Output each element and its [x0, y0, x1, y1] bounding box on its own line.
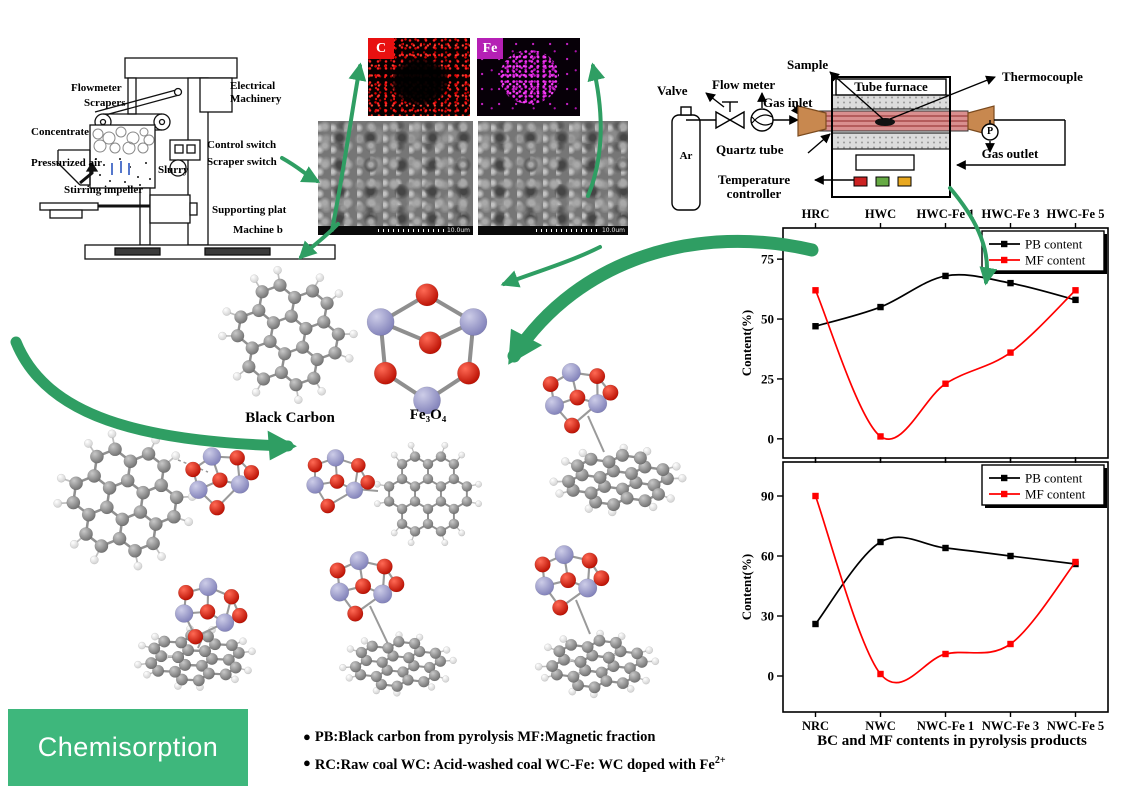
furnace-label-gas-outlet: Gas outlet — [981, 146, 1039, 161]
machine-label-control-switch: Control switch — [207, 139, 277, 151]
svg-text:MF content: MF content — [1025, 487, 1086, 502]
furnace-label-gas-inlet: Gas inlet — [763, 95, 813, 110]
svg-text:Content(%): Content(%) — [739, 554, 754, 620]
svg-text:30: 30 — [761, 609, 774, 624]
machine-label-concentrate: Concentrate — [31, 126, 90, 138]
machine-label-pressurized-air: Pressurized air — [31, 157, 102, 169]
furnace-label-tube-furnace: Tube furnace — [854, 79, 928, 94]
svg-text:0: 0 — [768, 669, 775, 684]
svg-text:NWC-Fe 3: NWC-Fe 3 — [982, 719, 1039, 733]
svg-text:60: 60 — [761, 549, 774, 564]
note-line-1: ● PB:Black carbon from pyrolysis MF:Magn… — [303, 729, 726, 746]
svg-text:HWC-Fe 3: HWC-Fe 3 — [982, 207, 1040, 221]
machine-label-flowmeter: Flowmeter — [71, 82, 122, 94]
svg-text:PB content: PB content — [1025, 237, 1083, 252]
furnace-label-quartz-tube: Quartz tube — [716, 142, 784, 157]
svg-text:PB content: PB content — [1025, 471, 1083, 486]
machine-label-slurry: Slurry — [158, 164, 189, 176]
svg-text:0: 0 — [768, 431, 775, 446]
eds-c-chip: C — [368, 38, 394, 59]
note-line-2: ● RC:Raw coal WC: Acid-washed coal WC-Fe… — [303, 755, 726, 774]
eds-map-iron: Fe — [477, 38, 580, 116]
furnace-label-sample: Sample — [787, 57, 829, 72]
machine-label-stirring-impeller: Stirring impeller — [64, 184, 144, 196]
abbreviation-notes: ● PB:Black carbon from pyrolysis MF:Magn… — [303, 729, 726, 783]
iron-particle-blob — [499, 50, 560, 104]
sem-scale-text: 10.0um — [446, 227, 470, 234]
note-text-1: PB:Black carbon from pyrolysis MF:Magnet… — [314, 729, 656, 745]
pyrolysis-chart-bottom: 0 30 60 90 NRC NWC NWC-Fe 1 NWC-Fe 3 NWC-Fe 5 Con… — [739, 457, 1109, 733]
machine-label-electrical-machinery: Electrical Machinery — [230, 80, 282, 106]
machine-label-machine-b: Machine b — [233, 224, 283, 236]
carbon-dark-core — [392, 58, 448, 106]
svg-text:HRC: HRC — [802, 207, 830, 221]
svg-text:MF content: MF content — [1025, 253, 1086, 268]
furnace-label-temperature-controller: Temperature controller — [717, 172, 791, 202]
furnace-label-thermocouple: Thermocouple — [1002, 69, 1083, 84]
sem-ruler — [535, 229, 599, 232]
sem-scale-text: 10.0um — [601, 227, 625, 234]
chemisorption-label: Chemisorption — [37, 732, 219, 762]
svg-text:NWC-Fe 5: NWC-Fe 5 — [1047, 719, 1104, 733]
sem-scalebar: 10.0um — [318, 226, 473, 235]
sem-image-right: 10.0um — [478, 121, 628, 235]
bullet-icon: ● — [303, 755, 311, 770]
sem-scalebar: 10.0um — [478, 226, 628, 235]
svg-text:NWC: NWC — [865, 719, 896, 733]
svg-text:90: 90 — [761, 489, 774, 504]
sem-ruler — [378, 229, 444, 232]
tube-furnace-diagram — [671, 71, 1066, 211]
chart-caption: BC and MF contents in pyrolysis products — [817, 733, 1087, 749]
chemisorption-badge: Chemisorption — [8, 709, 248, 786]
furnace-label-flow-meter: Flow meter — [712, 77, 776, 92]
svg-text:NRC: NRC — [802, 719, 829, 733]
fe3o4-label: Fe₃O₄ — [409, 407, 447, 423]
svg-text:HWC-Fe 5: HWC-Fe 5 — [1047, 207, 1105, 221]
eds-fe-chip: Fe — [477, 38, 503, 59]
furnace-label-valve: Valve — [657, 83, 688, 98]
sem-texture — [478, 121, 628, 226]
bullet-icon: ● — [303, 729, 311, 744]
furnace-label-pressure-gauge: P — [986, 126, 994, 137]
furnace-label-ar: Ar — [679, 150, 693, 162]
machine-label-scraper-switch: Scraper switch — [207, 156, 277, 168]
svg-text:NWC-Fe 1: NWC-Fe 1 — [917, 719, 974, 733]
svg-text:HWC: HWC — [865, 207, 896, 221]
machine-label-supporting-plat: Supporting plat — [212, 204, 287, 216]
note-text-2: RC:Raw coal WC: Acid-washed coal WC-Fe: … — [314, 755, 726, 773]
black-carbon-label: Black Carbon — [245, 410, 335, 426]
svg-text:25: 25 — [761, 371, 775, 386]
eds-map-carbon: C — [368, 38, 470, 116]
machine-label-scrapers: Scrapers — [84, 97, 126, 109]
superscript-2plus: 2+ — [714, 755, 726, 766]
